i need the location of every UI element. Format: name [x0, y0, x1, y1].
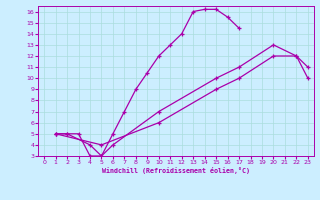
X-axis label: Windchill (Refroidissement éolien,°C): Windchill (Refroidissement éolien,°C) [102, 167, 250, 174]
